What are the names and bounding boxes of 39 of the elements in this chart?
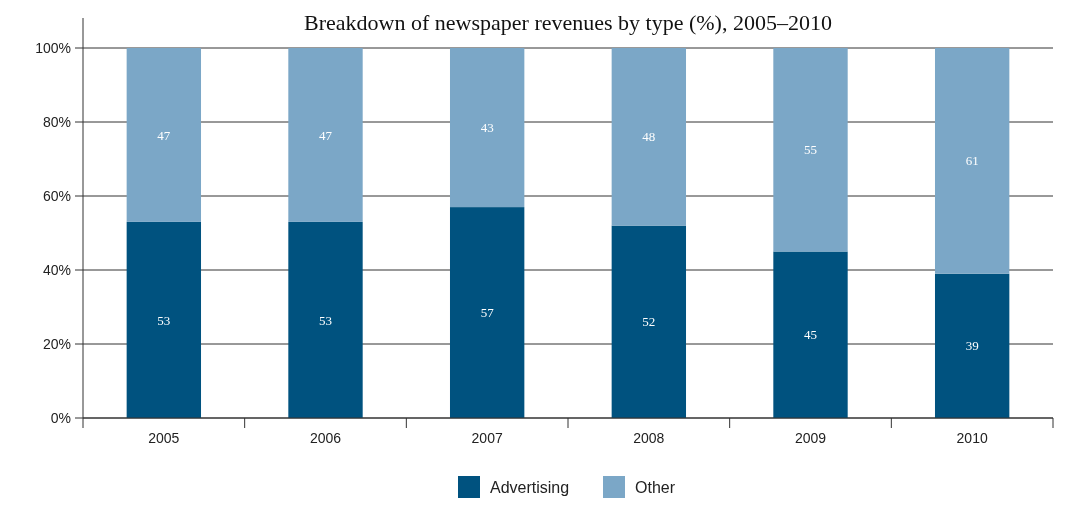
y-tick-label: 20%	[42, 335, 71, 352]
data-label: 45	[804, 327, 817, 343]
legend-label: Advertising	[490, 478, 570, 496]
y-tick-label: 100%	[35, 39, 71, 56]
data-label: 48	[642, 129, 656, 145]
bar	[288, 221, 363, 418]
data-label: 57	[480, 305, 495, 321]
data-label: 47	[157, 127, 171, 143]
x-tick-label: 2010	[956, 430, 988, 446]
bar	[611, 48, 687, 226]
x-tick-label: 2005	[148, 430, 180, 446]
bar	[773, 48, 848, 252]
data-label: 52	[642, 314, 656, 330]
data-label: 53	[319, 312, 332, 328]
legend-label: Other	[635, 478, 676, 496]
bar	[288, 48, 363, 222]
bar	[934, 48, 1010, 274]
x-tick-label: 2006	[309, 430, 342, 446]
chart-title: Breakdown of newspaper revenues by type (%), 2005–2010	[304, 10, 832, 35]
data-label: 55	[804, 142, 817, 158]
data-label: 39	[965, 338, 979, 354]
bar	[449, 207, 525, 418]
y-tick-label: 40%	[42, 261, 71, 278]
data-label: 47	[319, 127, 333, 143]
y-tick-label: 0%	[50, 409, 71, 426]
bar	[126, 221, 202, 418]
y-tick-label: 60%	[42, 187, 71, 204]
x-tick-label: 2008	[633, 430, 665, 446]
y-tick-label: 80%	[42, 113, 71, 130]
bar	[126, 48, 202, 222]
bar	[934, 273, 1010, 418]
x-tick-label: 2007	[471, 430, 503, 446]
data-label: 43	[480, 120, 494, 136]
data-label: 61	[965, 153, 979, 169]
data-label: 53	[157, 312, 171, 328]
x-tick-label: 2009	[794, 430, 827, 446]
bar	[449, 48, 525, 208]
bar	[611, 225, 687, 418]
bar	[773, 251, 848, 418]
